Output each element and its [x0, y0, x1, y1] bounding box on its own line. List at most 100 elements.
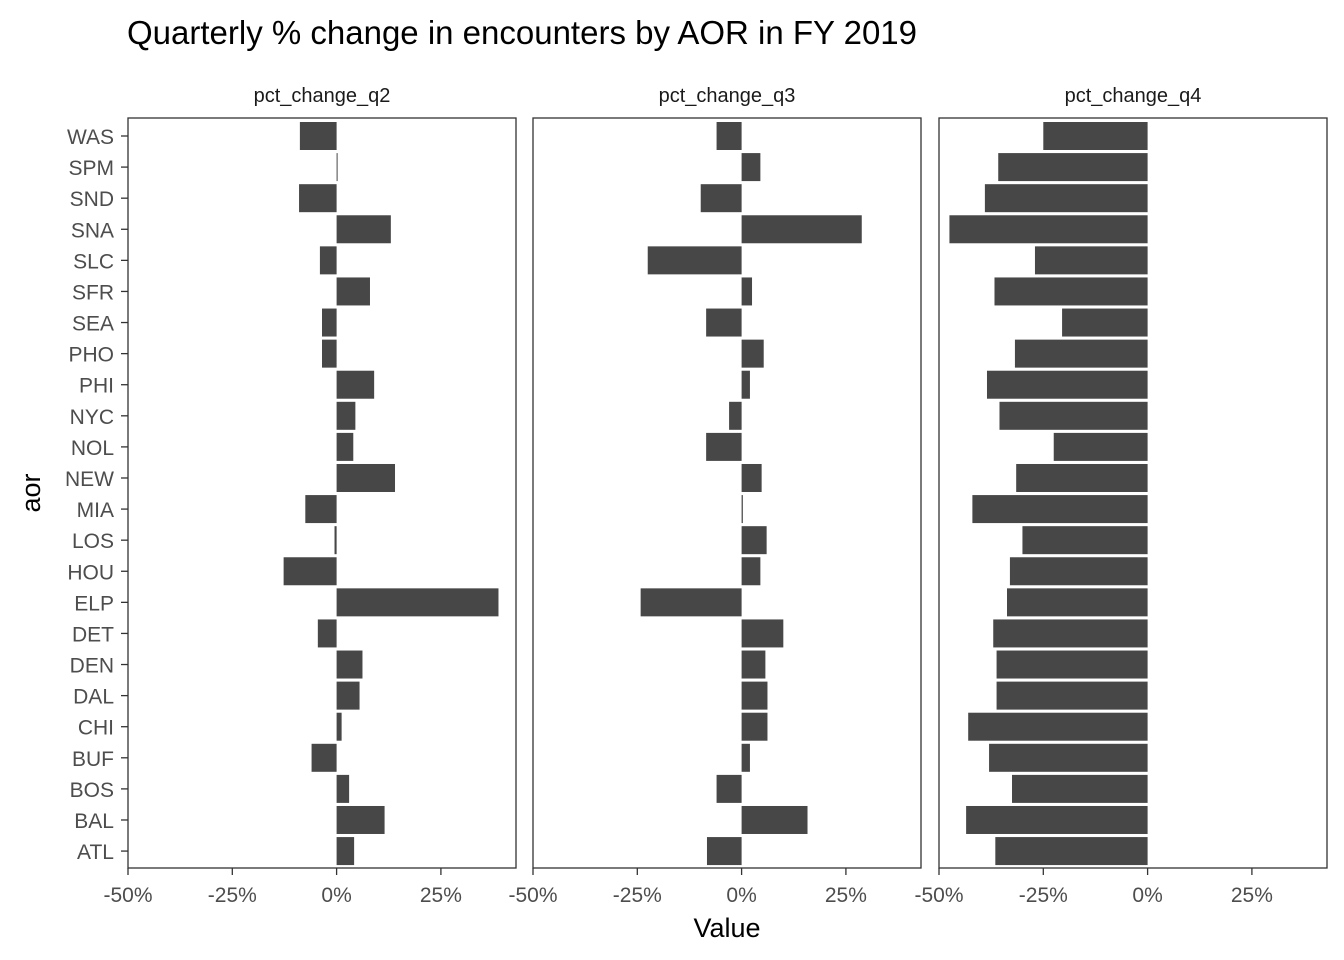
- bar-q4-snd: [984, 184, 1148, 213]
- bar-q3-nyc: [729, 401, 742, 430]
- bar-q3-atl: [706, 837, 742, 866]
- bar-q3-hou: [741, 557, 761, 586]
- bar-q2-was: [299, 122, 337, 150]
- y-tick-label-det: DET: [72, 623, 114, 646]
- bar-q3-los: [741, 526, 767, 555]
- y-tick-label-bos: BOS: [70, 779, 114, 802]
- bar-q4-buf: [989, 743, 1148, 772]
- bar-q3-buf: [741, 743, 750, 772]
- y-tick-label-pho: PHO: [68, 344, 114, 367]
- bar-q2-snd: [299, 184, 337, 213]
- y-tick-label-mia: MIA: [77, 499, 114, 522]
- x-axis-title: Value: [693, 913, 760, 943]
- bar-q2-buf: [311, 743, 337, 772]
- bar-q2-phi: [336, 370, 375, 399]
- x-tick-label: 25%: [825, 884, 867, 907]
- bar-q2-det: [317, 619, 337, 648]
- bar-q3-bos: [716, 774, 742, 803]
- bar-q3-den: [741, 650, 766, 679]
- bar-q4-slc: [1034, 246, 1148, 275]
- panel-q4: pct_change_q4 -50% -25% 0% 25%: [914, 85, 1328, 907]
- bar-q2-pho: [322, 339, 337, 368]
- y-tick-label-nyc: NYC: [70, 406, 114, 429]
- bar-q4-pho: [1014, 339, 1148, 368]
- bar-q4-bos: [1012, 774, 1148, 803]
- bar-q3-phi: [741, 370, 750, 399]
- bar-q2-sea: [322, 308, 337, 337]
- y-tick-label-atl: ATL: [77, 841, 114, 864]
- bar-q2-den: [336, 650, 363, 679]
- y-tick-label-den: DEN: [70, 655, 114, 678]
- y-tick-label-los: LOS: [72, 530, 114, 553]
- y-axis-title: aor: [16, 473, 46, 512]
- bar-q3-dal: [741, 681, 768, 710]
- panel-q3: pct_change_q3 -50% -25% 0% 25%: [508, 85, 922, 907]
- bar-q4-bal: [966, 805, 1148, 834]
- bar-q4-nol: [1053, 432, 1148, 461]
- bars-q4: [949, 122, 1148, 866]
- y-tick-label-snd: SND: [70, 188, 114, 211]
- bar-q2-bos: [336, 774, 350, 803]
- bar-q3-pho: [741, 339, 764, 368]
- x-axis-q3: -50% -25% 0% 25%: [508, 868, 867, 907]
- bar-q4-chi: [968, 712, 1148, 741]
- bar-q2-sna: [336, 215, 391, 244]
- bar-q3-mia: [741, 495, 743, 524]
- bar-q2-nyc: [336, 401, 356, 430]
- bar-q3-det: [741, 619, 784, 648]
- strip-label-q4: pct_change_q4: [1065, 85, 1202, 107]
- y-tick-label-was: WAS: [67, 126, 114, 149]
- bar-q2-sfr: [336, 277, 370, 306]
- bar-q4-atl: [995, 837, 1148, 866]
- bar-q3-chi: [741, 712, 768, 741]
- y-tick-label-sna: SNA: [71, 219, 114, 242]
- x-tick-label: -25%: [613, 884, 662, 907]
- bar-q2-chi: [336, 712, 342, 741]
- bar-q4-new: [1016, 463, 1148, 492]
- bar-q4-hou: [1009, 557, 1148, 586]
- bar-q3-snd: [700, 184, 742, 213]
- y-tick-label-spm: SPM: [68, 157, 114, 180]
- panel-border-q2: [127, 117, 517, 869]
- chart-title: Quarterly % change in encounters by AOR …: [127, 14, 917, 51]
- x-tick-label: 0%: [321, 884, 351, 907]
- x-tick-label: -50%: [914, 884, 963, 907]
- panel-q2: pct_change_q2 -50% -25% 0% 25%: [103, 85, 517, 907]
- x-tick-label: 25%: [1231, 884, 1273, 907]
- bar-q4-sna: [949, 215, 1148, 244]
- y-tick-label-elp: ELP: [74, 592, 114, 615]
- bar-q2-spm: [336, 153, 338, 182]
- bar-q4-spm: [998, 153, 1148, 182]
- bar-q4-det: [993, 619, 1148, 648]
- bar-q3-new: [741, 463, 762, 492]
- x-tick-label: -25%: [208, 884, 257, 907]
- bar-q4-sea: [1062, 308, 1148, 337]
- bar-q2-slc: [319, 246, 337, 275]
- bar-q4-dal: [996, 681, 1148, 710]
- bars-q2: [283, 122, 499, 866]
- bar-q2-new: [336, 463, 396, 492]
- bar-q2-atl: [336, 837, 355, 866]
- y-tick-label-sfr: SFR: [72, 281, 114, 304]
- bar-q3-elp: [640, 588, 742, 617]
- y-tick-label-hou: HOU: [67, 561, 114, 584]
- bar-q3-sna: [741, 215, 862, 244]
- bar-q2-bal: [336, 805, 385, 834]
- bar-q4-sfr: [994, 277, 1148, 306]
- bar-q3-sea: [706, 308, 742, 337]
- bar-q4-los: [1022, 526, 1148, 555]
- y-tick-label-sea: SEA: [72, 313, 114, 336]
- panel-border-q3: [532, 117, 922, 869]
- y-tick-label-chi: CHI: [78, 717, 114, 740]
- strip-label-q2: pct_change_q2: [254, 85, 391, 107]
- bar-q4-elp: [1007, 588, 1148, 617]
- x-tick-label: -25%: [1019, 884, 1068, 907]
- bar-q2-mia: [305, 495, 337, 524]
- bar-q2-dal: [336, 681, 360, 710]
- y-tick-label-slc: SLC: [73, 250, 114, 273]
- bar-q4-phi: [986, 370, 1148, 399]
- x-tick-label: 0%: [1132, 884, 1162, 907]
- bar-q3-was: [716, 122, 742, 150]
- y-axis: WAS SPM SND SNA SLC SFR SEA PHO PHI NYC NOL NEW MIA L…: [65, 126, 128, 864]
- bar-q3-slc: [647, 246, 742, 275]
